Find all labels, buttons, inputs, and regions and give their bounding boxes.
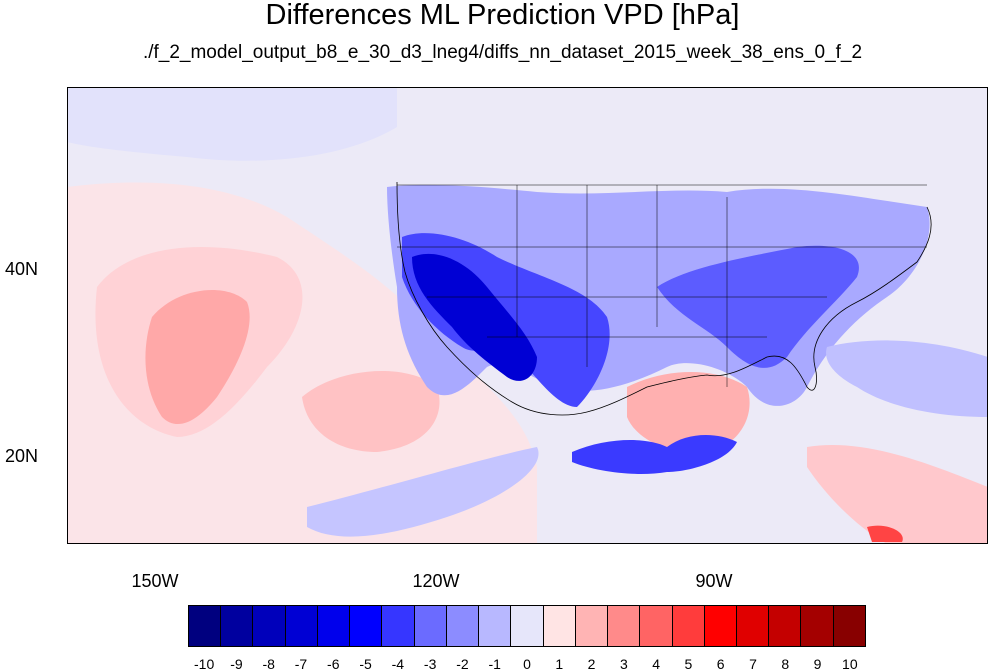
colorbar-swatch — [382, 606, 415, 646]
colorbar-label: 0 — [523, 656, 531, 672]
colorbar-label: -4 — [391, 656, 405, 672]
colorbar-label: 4 — [652, 656, 661, 672]
colorbar-swatch — [608, 606, 641, 646]
colorbar-label: 9 — [813, 656, 822, 672]
coastline — [396, 181, 932, 416]
atlantic-cool-region — [826, 340, 988, 417]
colorbar-label: -2 — [456, 656, 469, 672]
colorbar-label: 5 — [684, 656, 693, 672]
tropical-cool-band — [307, 447, 539, 537]
colorbar-swatch — [736, 606, 770, 646]
colorbar-label: -9 — [230, 656, 243, 672]
map-subtitle: ./f_2_model_output_b8_e_30_d3_lneg4/diff… — [142, 42, 863, 63]
colorbar-swatch — [189, 606, 222, 646]
colorbar-label: -7 — [294, 656, 308, 672]
colorbar-swatch — [704, 606, 737, 646]
colorbar-swatch — [575, 606, 609, 646]
colorbar-label: -1 — [488, 656, 501, 672]
colorbar-label: 8 — [781, 656, 790, 672]
colorbar-label: 10 — [842, 656, 858, 672]
lat-label-40n: 40N — [4, 259, 38, 279]
colorbar-label: -3 — [423, 656, 437, 672]
colorbar-swatch — [511, 606, 544, 646]
colorbar-label: 1 — [555, 656, 564, 672]
lon-label-120w: 120W — [412, 571, 460, 591]
colorbar-label: 3 — [619, 656, 628, 672]
mexico-cool-band — [572, 435, 737, 474]
lon-label-150w: 150W — [131, 571, 179, 591]
colorbar-swatch — [801, 606, 834, 646]
colorbar-swatch — [769, 606, 802, 646]
colorbar-label: -8 — [262, 656, 275, 672]
lon-label-90w: 90W — [695, 571, 733, 591]
alaska-cool-region — [67, 87, 397, 161]
map-title: Differences ML Prediction VPD [hPa] — [265, 0, 740, 31]
east-blue-region — [657, 245, 859, 368]
colorbar-label: -10 — [194, 656, 215, 672]
colorbar-swatch — [285, 606, 318, 646]
usa-deep-blue-core — [412, 253, 537, 381]
colorbar-swatch — [543, 606, 576, 646]
colorbar-label: -5 — [359, 656, 372, 672]
lat-label-20n: 20N — [4, 446, 38, 466]
colorbar-label: 6 — [716, 656, 725, 672]
colorbar-label: 2 — [587, 656, 596, 672]
colorbar-swatch — [640, 606, 673, 646]
colorbar-swatch — [833, 606, 865, 646]
colorbar-swatch — [479, 606, 512, 646]
pacific-pink-core — [145, 290, 250, 425]
colorbar-label: -6 — [327, 656, 340, 672]
colorbar-swatch — [317, 606, 351, 646]
map-field — [67, 87, 988, 544]
pacific-pink-lobe — [302, 370, 440, 452]
colorbar-swatch — [253, 606, 286, 646]
caribbean-hot-spot — [867, 525, 903, 542]
colorbar-swatch — [221, 606, 254, 646]
colorbar-swatch — [414, 606, 447, 646]
colorbar — [188, 605, 866, 647]
map-panel — [67, 87, 988, 544]
caribbean-warm-region — [807, 445, 988, 544]
colorbar-swatch — [446, 606, 480, 646]
state-borders — [397, 184, 927, 387]
colorbar-label: 7 — [749, 656, 757, 672]
colorbar-swatch — [350, 606, 383, 646]
gulf-warm-region — [627, 372, 750, 453]
colorbar-swatch — [672, 606, 705, 646]
